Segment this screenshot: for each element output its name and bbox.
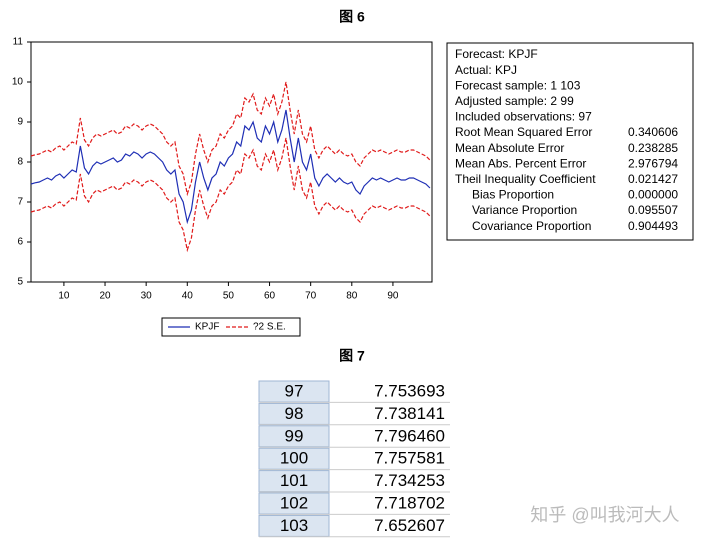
stat-label: Theil Inequality Coefficient <box>455 172 596 186</box>
x-tick-label: 50 <box>223 291 235 302</box>
cell-value: 7.734253 <box>374 471 445 490</box>
stat-label: Mean Abs. Percent Error <box>455 156 586 170</box>
stat-label: Mean Absolute Error <box>455 141 564 155</box>
stat-label: Forecast sample: 1 103 <box>455 78 581 92</box>
x-tick-label: 30 <box>141 291 153 302</box>
y-tick-label: 6 <box>17 237 23 248</box>
stat-label: Variance Proportion <box>472 203 577 217</box>
y-tick-label: 11 <box>13 37 24 48</box>
watermark: 知乎 @叫我河大人 <box>530 505 679 525</box>
row-header: 97 <box>285 381 304 400</box>
stat-value: 0.095507 <box>628 203 678 217</box>
row-header: 98 <box>285 404 304 423</box>
cell-value: 7.652607 <box>374 516 445 535</box>
stat-label: Covariance Proportion <box>472 219 591 233</box>
y-tick-label: 8 <box>17 157 23 168</box>
stat-value: 2.976794 <box>628 156 678 170</box>
x-tick-label: 40 <box>182 291 194 302</box>
stat-label: Adjusted sample: 2 99 <box>455 94 574 108</box>
cell-value: 7.796460 <box>374 426 445 445</box>
row-header: 102 <box>280 493 308 512</box>
row-header: 100 <box>280 449 308 468</box>
row-header: 99 <box>285 426 304 445</box>
x-tick-label: 70 <box>305 291 317 302</box>
row-header: 101 <box>280 471 308 490</box>
series-line <box>30 137 431 253</box>
legend-label: ?2 S.E. <box>253 322 286 333</box>
stat-value: 0.340606 <box>628 125 678 139</box>
stat-label: Bias Proportion <box>472 188 554 202</box>
series-line <box>30 109 431 225</box>
stat-label: Root Mean Squared Error <box>455 125 592 139</box>
y-tick-label: 10 <box>12 77 24 88</box>
legend <box>161 317 301 337</box>
stat-label: Included observations: 97 <box>455 110 592 124</box>
y-tick-label: 9 <box>17 117 23 128</box>
x-tick-label: 10 <box>58 291 70 302</box>
x-tick-label: 90 <box>387 291 399 302</box>
stat-value: 0.238285 <box>628 141 678 155</box>
x-tick-label: 80 <box>346 291 358 302</box>
cell-value: 7.753693 <box>374 381 445 400</box>
stat-value: 0.021427 <box>628 172 678 186</box>
chart-title: 图 6 <box>339 9 365 25</box>
cell-value: 7.738141 <box>374 404 445 423</box>
y-tick-label: 5 <box>17 277 23 288</box>
stat-value: 0.000000 <box>628 188 678 202</box>
cell-value: 7.757581 <box>374 449 445 468</box>
y-tick-label: 7 <box>17 197 23 208</box>
table: 97 7.753693 98 7.738141 99 7.796460 100 7.75758… <box>258 380 450 538</box>
table-title: 图 7 <box>339 348 365 364</box>
stat-label: Actual: KPJ <box>455 63 517 77</box>
x-tick-label: 60 <box>264 291 276 302</box>
plot-frame <box>30 41 433 283</box>
stats-box <box>446 42 694 241</box>
x-tick-label: 20 <box>99 291 111 302</box>
stat-label: Forecast: KPJF <box>455 47 538 61</box>
stat-value: 0.904493 <box>628 219 678 233</box>
legend-label: KPJF <box>195 322 219 333</box>
cell-value: 7.718702 <box>374 493 445 512</box>
series-line <box>30 81 431 197</box>
row-header: 103 <box>280 516 308 535</box>
